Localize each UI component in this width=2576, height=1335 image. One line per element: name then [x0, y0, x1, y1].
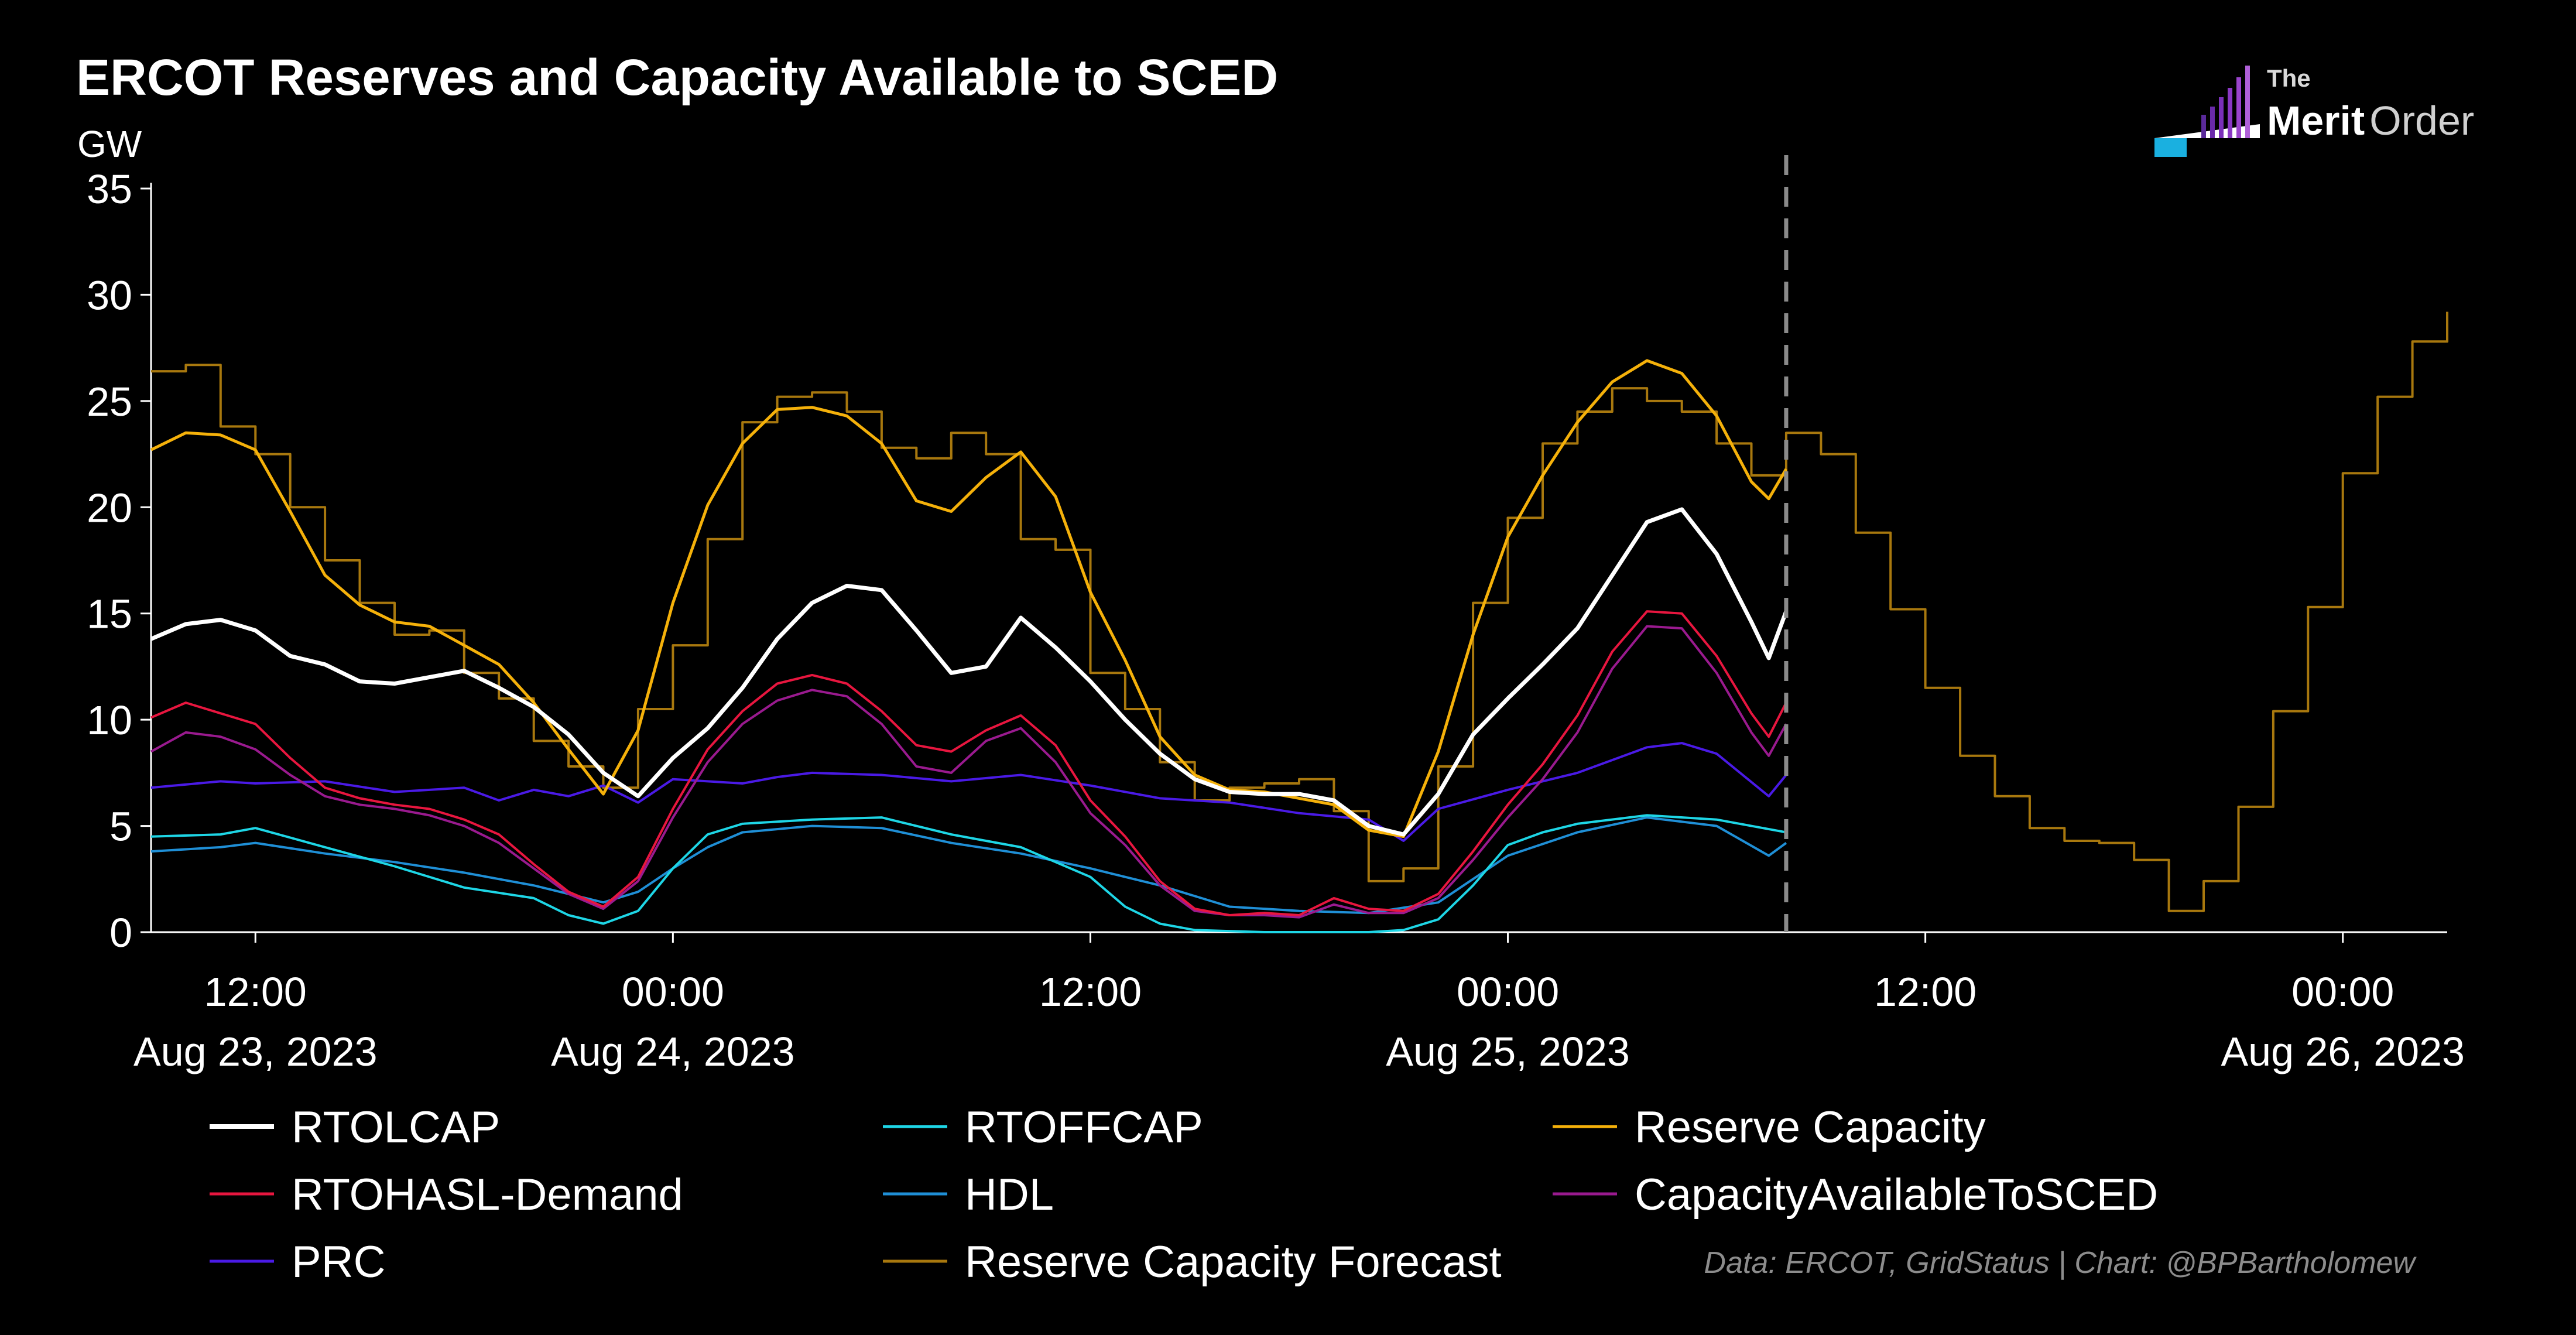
legend: RTOLCAP RTOFFCAP Reserve Capacity RTOHASL-D… — [210, 1103, 2158, 1287]
x-tick-label-time: 00:00 — [2291, 969, 2394, 1015]
legend-label-capacityavailabletosced: CapacityAvailableToSCED — [1635, 1170, 2158, 1220]
legend-label-rtoffcap: RTOFFCAP — [965, 1103, 1203, 1152]
logo-order: Order — [2369, 98, 2474, 143]
x-tick-label-date: Aug 26, 2023 — [2221, 1029, 2464, 1074]
series-line-rtoffcap — [150, 814, 1787, 933]
bar-chart-logo-icon — [2154, 66, 2260, 157]
y-tick-label: 0 — [109, 910, 132, 956]
x-tick-label-time: 00:00 — [622, 969, 724, 1015]
axes: 0 5 10 15 20 25 30 35 12:00 Aug 23, 2023 00:00 Aug … — [87, 166, 2465, 1074]
series-line-rtolcap — [150, 507, 1789, 837]
series-line-prc — [150, 742, 1787, 842]
y-tick-label: 5 — [109, 804, 132, 850]
y-tick-label: 15 — [87, 591, 132, 637]
chart-title: ERCOT Reserves and Capacity Available to… — [76, 49, 1278, 106]
y-tick-label: 35 — [87, 166, 132, 212]
x-tick-label-date: Aug 25, 2023 — [1386, 1029, 1629, 1074]
legend-label-reserve-capacity: Reserve Capacity — [1635, 1103, 1986, 1152]
legend-label-rtohasl-demand: RTOHASL-Demand — [292, 1170, 683, 1220]
x-tick-label-time: 12:00 — [204, 969, 307, 1015]
series-line-reserve-capacity-forecast — [151, 312, 2448, 912]
series-line-rtohasl-demand — [150, 610, 1787, 916]
legend-label-reserve-capacity-forecast: Reserve Capacity Forecast — [965, 1237, 1502, 1287]
series-layer — [150, 155, 2448, 933]
x-tick-label-time: 12:00 — [1039, 969, 1142, 1015]
logo-wordmark: Merit Order — [2267, 98, 2474, 143]
x-tick-label-date: Aug 23, 2023 — [133, 1029, 377, 1074]
x-tick-label-time: 12:00 — [1874, 969, 1976, 1015]
legend-label-rtolcap: RTOLCAP — [292, 1103, 500, 1152]
series-line-reserve-capacity — [150, 359, 1788, 838]
legend-label-prc: PRC — [292, 1237, 385, 1287]
y-tick-label: 20 — [87, 485, 132, 530]
y-tick-label: 10 — [87, 697, 132, 743]
series-line-hdl — [150, 816, 1787, 915]
x-tick-label-time: 00:00 — [1457, 969, 1559, 1015]
series-line-capacityavailabletosced — [150, 625, 1787, 919]
y-tick-label: 30 — [87, 272, 132, 318]
y-tick-label: 25 — [87, 379, 132, 425]
source-credit: Data: ERCOT, GridStatus | Chart: @BPBart… — [1704, 1246, 2417, 1280]
logo: The Merit Order — [2154, 64, 2474, 157]
logo-the: The — [2267, 64, 2311, 92]
legend-label-hdl: HDL — [965, 1170, 1054, 1220]
logo-merit: Merit — [2267, 98, 2365, 143]
y-axis-unit: GW — [77, 123, 142, 165]
x-tick-label-date: Aug 24, 2023 — [551, 1029, 794, 1074]
